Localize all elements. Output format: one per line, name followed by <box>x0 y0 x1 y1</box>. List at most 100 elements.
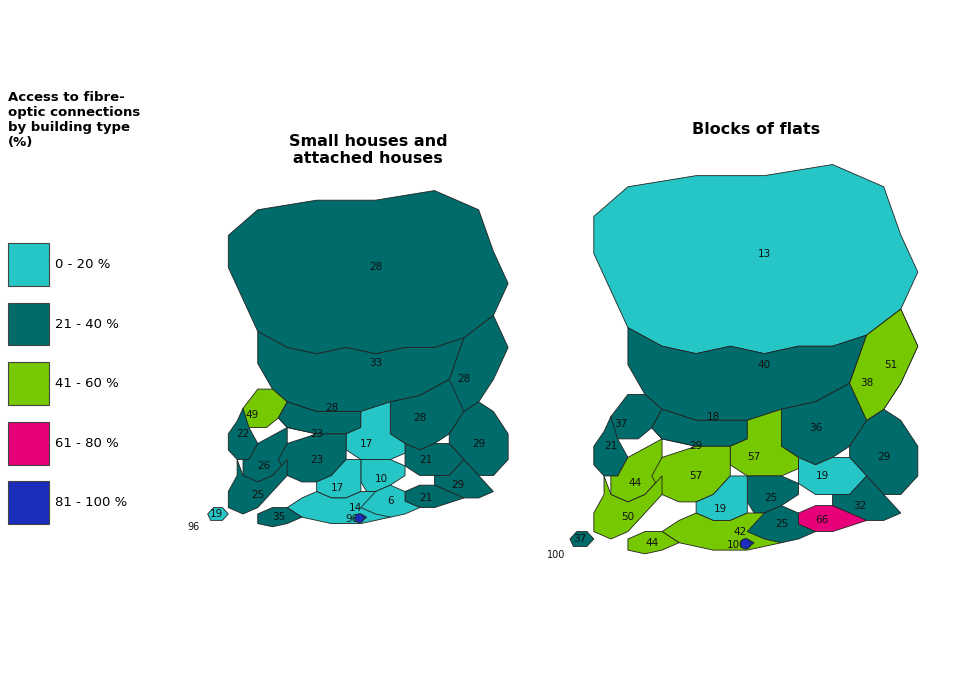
Text: 21: 21 <box>419 493 432 503</box>
Polygon shape <box>740 539 754 549</box>
FancyBboxPatch shape <box>8 422 48 464</box>
Polygon shape <box>229 408 258 459</box>
Polygon shape <box>570 532 594 546</box>
Text: 51: 51 <box>884 360 897 369</box>
Text: 57: 57 <box>690 471 703 481</box>
Text: 23: 23 <box>310 429 324 439</box>
Title: Small houses and
attached houses: Small houses and attached houses <box>289 134 448 166</box>
Text: 37: 37 <box>614 419 628 429</box>
Text: 0 - 20 %: 0 - 20 % <box>55 258 110 271</box>
Text: 10: 10 <box>375 474 388 484</box>
Text: 18: 18 <box>706 412 720 422</box>
Text: 28: 28 <box>369 262 382 273</box>
Polygon shape <box>781 383 866 465</box>
Polygon shape <box>229 459 287 514</box>
Text: 21: 21 <box>605 441 617 451</box>
Text: 38: 38 <box>860 378 873 388</box>
Polygon shape <box>405 443 464 475</box>
Text: 49: 49 <box>245 410 259 420</box>
Text: 66: 66 <box>816 516 828 526</box>
Polygon shape <box>594 476 662 539</box>
Text: 14: 14 <box>348 503 361 512</box>
Text: 21 - 40 %: 21 - 40 % <box>55 318 119 330</box>
Polygon shape <box>628 532 679 554</box>
Polygon shape <box>628 328 866 420</box>
Text: 32: 32 <box>854 500 866 511</box>
Text: 13: 13 <box>758 249 771 259</box>
Text: 19: 19 <box>210 509 223 519</box>
Text: 36: 36 <box>809 423 822 433</box>
Text: 100: 100 <box>728 539 747 549</box>
Text: 22: 22 <box>236 429 250 439</box>
Polygon shape <box>850 409 918 494</box>
Polygon shape <box>317 459 360 498</box>
Text: 96: 96 <box>345 514 359 523</box>
Polygon shape <box>243 389 287 427</box>
Text: 17: 17 <box>330 483 344 493</box>
FancyBboxPatch shape <box>8 302 48 345</box>
Text: 25: 25 <box>775 519 788 529</box>
Polygon shape <box>850 309 918 420</box>
Polygon shape <box>278 402 360 434</box>
Text: 23: 23 <box>310 454 324 464</box>
Polygon shape <box>360 459 405 491</box>
Polygon shape <box>278 434 346 482</box>
Text: 100: 100 <box>547 550 565 560</box>
Polygon shape <box>287 491 405 523</box>
Text: 29: 29 <box>877 452 891 462</box>
Text: 26: 26 <box>257 461 270 471</box>
Polygon shape <box>747 476 798 513</box>
FancyBboxPatch shape <box>8 243 48 286</box>
Circle shape <box>740 539 751 549</box>
Polygon shape <box>258 332 464 411</box>
Text: 28: 28 <box>457 374 471 385</box>
Polygon shape <box>355 514 366 522</box>
Polygon shape <box>450 402 508 475</box>
Text: 57: 57 <box>747 452 761 462</box>
Polygon shape <box>652 409 747 446</box>
Text: 19: 19 <box>713 505 727 514</box>
Polygon shape <box>816 309 918 420</box>
Text: 41 - 60 %: 41 - 60 % <box>55 377 118 390</box>
Polygon shape <box>229 190 508 354</box>
Text: 44: 44 <box>628 478 641 489</box>
Polygon shape <box>391 379 464 450</box>
Text: 6: 6 <box>387 496 393 506</box>
Text: 28: 28 <box>413 413 426 423</box>
FancyBboxPatch shape <box>8 362 48 405</box>
Text: 17: 17 <box>360 438 373 449</box>
Polygon shape <box>405 485 464 507</box>
Text: 42: 42 <box>734 526 747 537</box>
Text: 25: 25 <box>765 493 778 503</box>
Polygon shape <box>652 409 747 446</box>
Polygon shape <box>662 513 798 550</box>
Polygon shape <box>747 505 816 543</box>
Polygon shape <box>258 507 302 527</box>
Polygon shape <box>360 485 420 517</box>
Text: 19: 19 <box>816 471 828 481</box>
Text: 35: 35 <box>271 512 285 522</box>
FancyBboxPatch shape <box>8 482 48 524</box>
Text: 28: 28 <box>325 404 338 413</box>
Polygon shape <box>798 505 866 532</box>
Polygon shape <box>420 316 508 411</box>
Text: 25: 25 <box>251 490 265 500</box>
Text: 29: 29 <box>472 438 485 449</box>
Text: 40: 40 <box>758 360 771 369</box>
Polygon shape <box>594 417 628 476</box>
Polygon shape <box>278 402 360 434</box>
Polygon shape <box>594 164 918 353</box>
Polygon shape <box>610 439 662 502</box>
Text: Access to fibre-
optic connections
by building type
(%): Access to fibre- optic connections by bu… <box>8 91 141 149</box>
Polygon shape <box>798 457 866 494</box>
Polygon shape <box>346 402 405 459</box>
Text: 33: 33 <box>369 358 382 369</box>
Text: 29: 29 <box>690 441 703 451</box>
Circle shape <box>355 514 363 523</box>
Polygon shape <box>696 476 747 521</box>
Polygon shape <box>832 476 901 521</box>
Polygon shape <box>610 395 662 439</box>
Text: 29: 29 <box>452 480 465 490</box>
Polygon shape <box>243 427 287 482</box>
Title: Blocks of flats: Blocks of flats <box>692 122 820 137</box>
